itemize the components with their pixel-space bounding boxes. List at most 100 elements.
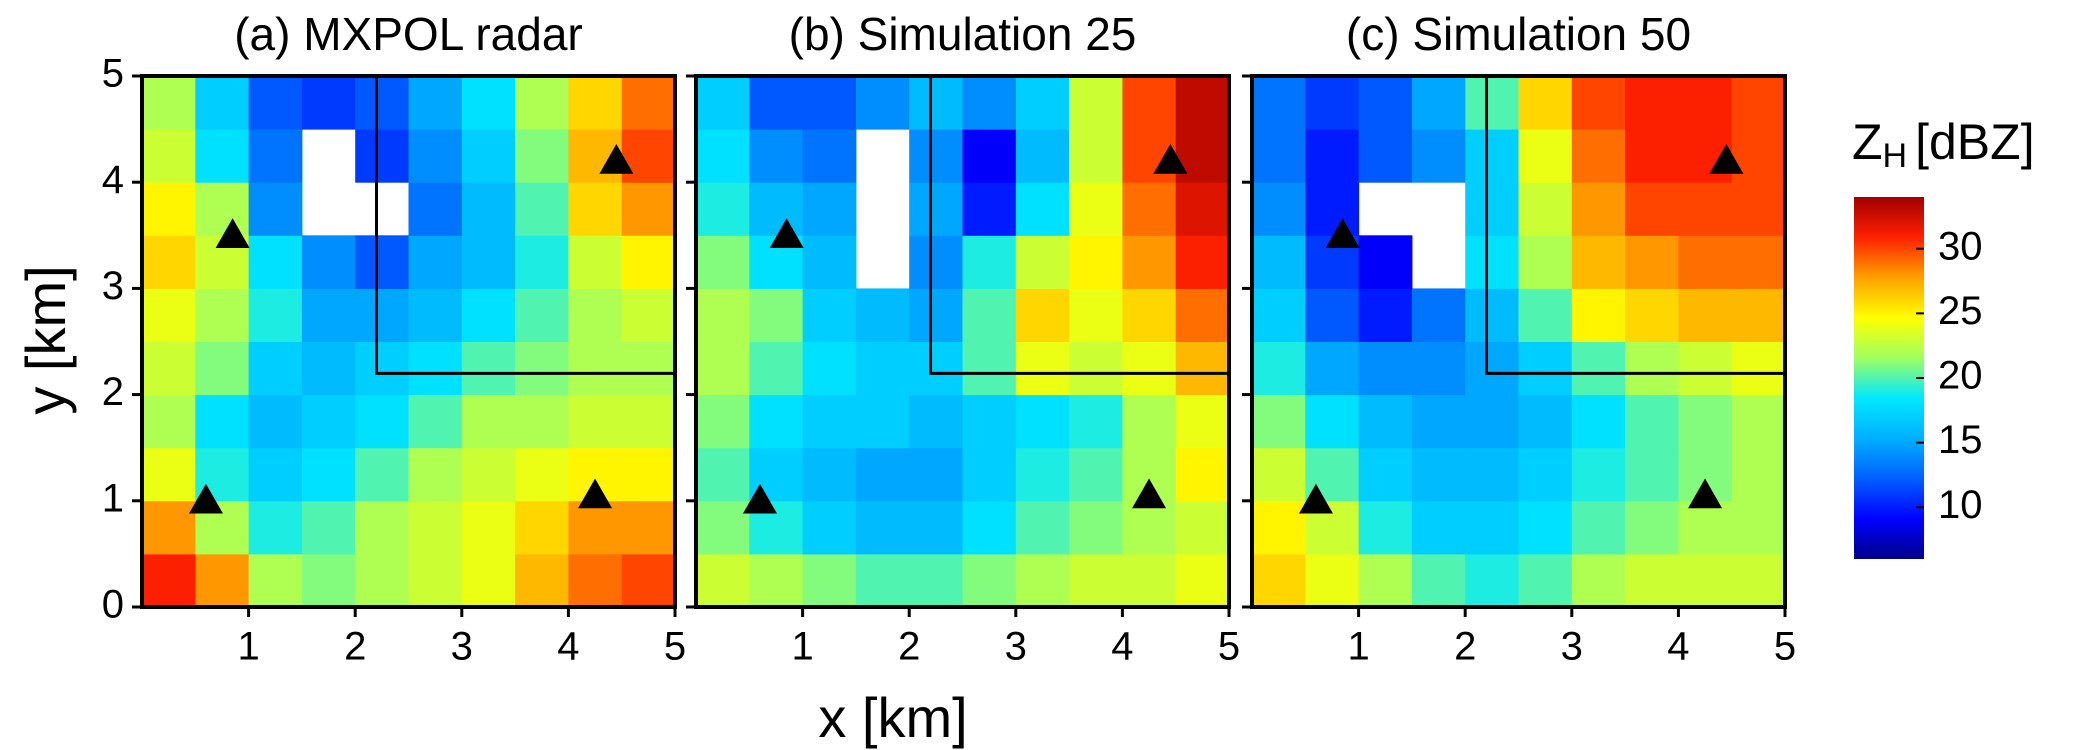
heat-cell: [461, 288, 516, 342]
heat-cell: [142, 182, 196, 236]
heat-cell: [515, 341, 569, 396]
station-marker: [1709, 143, 1744, 174]
heat-cell: [568, 235, 623, 289]
heat-cell: [696, 447, 750, 502]
heat-cell: [195, 394, 250, 449]
heat-cell: [621, 500, 676, 555]
heat-cell: [1175, 76, 1230, 130]
y-tick-label: 0: [102, 583, 124, 627]
heat-cell: [1571, 235, 1626, 289]
heat-cell: [301, 500, 356, 555]
heat-cell: [909, 341, 963, 396]
heat-cell: [1015, 553, 1070, 608]
station-marker: [599, 143, 634, 174]
heat-cell: [1518, 553, 1573, 608]
colorbar-label-sub: H: [1883, 137, 1908, 175]
heat-cell: [1625, 394, 1679, 449]
heat-cell: [355, 394, 409, 449]
heat-cell: [1015, 129, 1070, 183]
heat-cell: [408, 235, 463, 289]
colorbar-tick-label: 10: [1938, 483, 1983, 527]
heat-cell: [1571, 341, 1626, 396]
region-outline: [1485, 76, 1785, 375]
heat-cell: [1411, 129, 1466, 183]
heat-cell: [855, 341, 910, 396]
heat-cell: [1305, 341, 1360, 396]
heat-cell: [1122, 553, 1177, 608]
heat-cell: [1518, 447, 1573, 502]
heat-cell: [355, 129, 409, 183]
station-marker: [769, 218, 804, 249]
heat-cell: [696, 129, 750, 183]
heat-cell: [1069, 341, 1123, 396]
x-tick-label: 5: [664, 625, 686, 669]
heat-cell: [1625, 553, 1679, 608]
colorbar-tick-label: 30: [1938, 224, 1983, 268]
x-tick-label: 1: [237, 625, 259, 669]
heat-cell: [962, 182, 1017, 236]
heat-cell: [1465, 182, 1519, 236]
heat-cell: [696, 500, 750, 555]
heat-cell: [461, 129, 516, 183]
heat-cell: [568, 553, 623, 608]
heat-cell: [1731, 182, 1786, 236]
station-marker: [1325, 218, 1360, 249]
heat-cell: [621, 447, 676, 502]
x-tick-label: 4: [1667, 625, 1689, 669]
heat-cell: [248, 76, 303, 130]
heat-cell: [855, 500, 910, 555]
heat-cell: [802, 553, 857, 608]
heat-cell: [962, 500, 1017, 555]
heat-cell: [301, 341, 356, 396]
heat-cell: [1122, 288, 1177, 342]
heat-cell: [568, 341, 623, 396]
station-marker: [1153, 143, 1188, 174]
heat-cell: [1465, 394, 1519, 449]
heat-cell: [1252, 76, 1306, 130]
heat-cell: [696, 288, 750, 342]
station-marker: [1132, 478, 1167, 509]
heat-cell: [355, 553, 409, 608]
heat-cell: [1465, 553, 1519, 608]
heat-cell: [1252, 129, 1306, 183]
heat-cell: [1358, 288, 1413, 342]
heat-cell: [1175, 129, 1230, 183]
heat-cell: [248, 553, 303, 608]
station-marker: [1298, 483, 1333, 514]
heat-cell: [461, 553, 516, 608]
heat-cell: [1411, 394, 1466, 449]
heat-cell: [1305, 129, 1360, 183]
heat-cell: [749, 553, 804, 608]
heat-cell: [962, 447, 1017, 502]
heat-cell: [1175, 235, 1230, 289]
heat-cell: [408, 76, 463, 130]
heat-cell: [621, 553, 676, 608]
heat-cell: [515, 394, 569, 449]
x-tick-label: 1: [791, 625, 813, 669]
heat-cell: [1122, 235, 1177, 289]
heat-cell: [909, 288, 963, 342]
heat-cell: [1571, 288, 1626, 342]
heat-cell: [408, 129, 463, 183]
heat-cell: [142, 553, 196, 608]
heat-cell: [1731, 500, 1786, 555]
heat-cell: [568, 394, 623, 449]
heat-cell: [1625, 447, 1679, 502]
heat-cell: [1571, 500, 1626, 555]
heat-cell: [1069, 182, 1123, 236]
heat-cell: [1411, 341, 1466, 396]
heat-cell: [355, 76, 409, 130]
heat-cell: [568, 500, 623, 555]
station-marker: [578, 478, 613, 509]
heat-cell: [1731, 394, 1786, 449]
heat-cell: [515, 447, 569, 502]
heat-cell: [749, 394, 804, 449]
heat-cell: [301, 394, 356, 449]
x-axis-label: x [km]: [818, 686, 967, 749]
heat-cell: [515, 553, 569, 608]
heat-cell: [1015, 447, 1070, 502]
heat-cell: [1252, 182, 1306, 236]
heat-cell: [1518, 182, 1573, 236]
station-marker: [188, 483, 223, 514]
heat-cell: [1358, 341, 1413, 396]
